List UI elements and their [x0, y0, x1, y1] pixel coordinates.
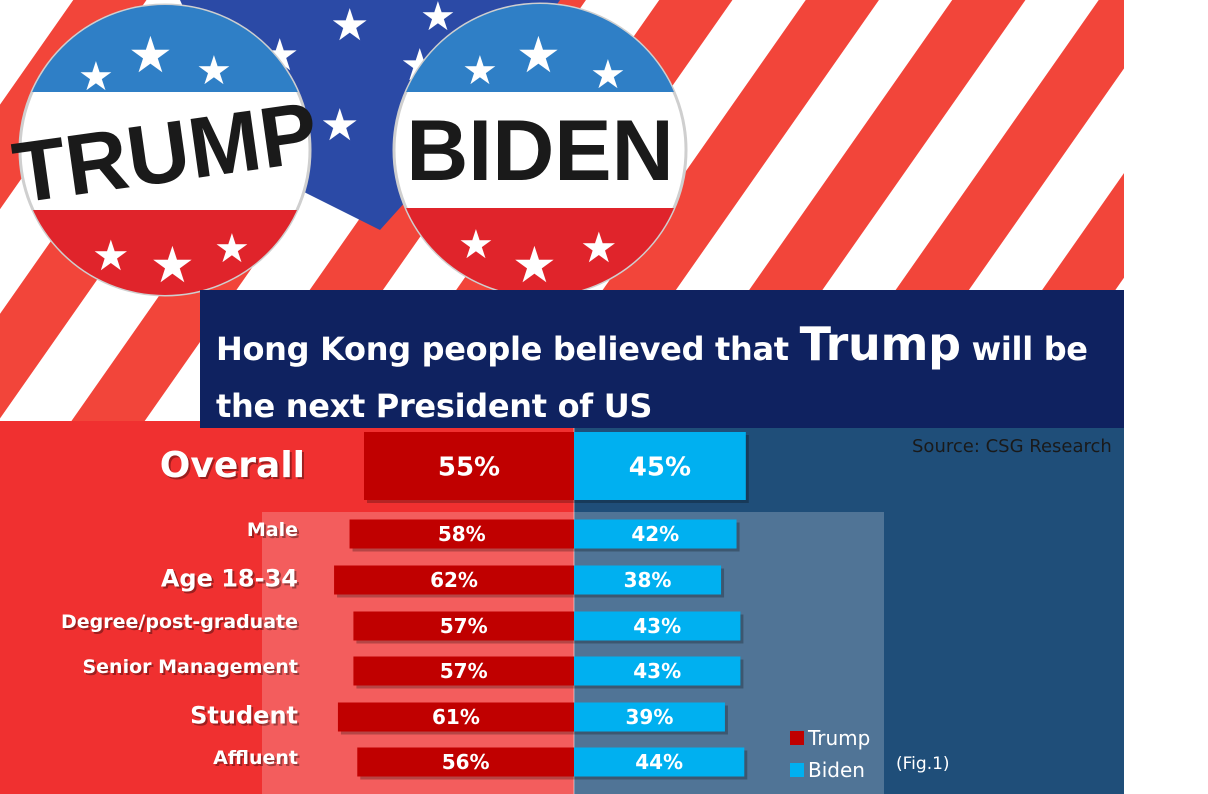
category-label-shadow: Overall — [162, 447, 307, 488]
data-label-trump-senior-management: 57% — [440, 659, 488, 683]
category-label-degree-post-graduate: Degree/post-graduate — [61, 611, 298, 633]
legend-item-trump: Trump — [790, 726, 870, 750]
bar-trump-affluent — [357, 747, 574, 777]
bar-biden-affluent — [574, 747, 745, 777]
svg-text:★: ★ — [512, 236, 557, 294]
source-note: Source: CSG Research — [912, 436, 1112, 457]
category-label-shadow: Senior Management — [84, 658, 300, 680]
svg-text:★: ★ — [458, 222, 494, 268]
bar-biden-overall — [574, 432, 746, 500]
biden-button-badge: ★ ★ ★ ★ ★ ★ BIDEN — [392, 2, 688, 298]
headline: Hong Kong people believed that Trump wil… — [200, 290, 1124, 428]
svg-text:★: ★ — [128, 26, 173, 84]
bar-biden-age-18-34 — [574, 565, 722, 595]
data-label-trump-age-18-34: 62% — [430, 568, 478, 592]
svg-text:★: ★ — [92, 231, 130, 280]
data-label-trump-affluent: 56% — [442, 750, 490, 774]
breakdown-overlay — [262, 512, 884, 794]
legend-swatch-trump — [790, 730, 804, 745]
figure-label: (Fig.1) — [896, 754, 950, 774]
svg-text:★: ★ — [78, 54, 114, 100]
data-label-trump-male: 58% — [438, 522, 486, 546]
bar-biden-student — [574, 702, 725, 732]
bar-trump-overall — [364, 432, 574, 500]
category-label-shadow: Degree/post-graduate — [63, 613, 300, 635]
category-label-age-18-34: Age 18-34 — [161, 565, 298, 593]
data-label-biden-overall: 45% — [629, 452, 691, 482]
bar-trump-degree-post-graduate — [353, 611, 574, 641]
category-label-affluent: Affluent — [213, 747, 298, 769]
data-label-trump-student: 61% — [432, 705, 480, 729]
category-label-shadow: Male — [249, 521, 300, 543]
legend-item-biden: Biden — [790, 758, 865, 782]
data-label-biden-affluent: 44% — [635, 750, 683, 774]
data-label-trump-degree-post-graduate: 57% — [440, 614, 488, 638]
legend-swatch-biden — [790, 762, 804, 777]
data-label-biden-senior-management: 43% — [633, 659, 681, 683]
data-label-biden-degree-post-graduate: 43% — [633, 614, 681, 638]
svg-text:★: ★ — [150, 236, 195, 294]
bar-trump-student — [337, 702, 574, 732]
svg-text:★: ★ — [214, 226, 250, 272]
svg-text:★: ★ — [462, 48, 498, 94]
bar-trump-male — [349, 519, 574, 549]
headline-emphasis: Trump — [799, 317, 961, 371]
category-label-shadow: Affluent — [215, 749, 300, 771]
legend-label-trump: Trump — [808, 726, 871, 750]
data-label-trump-overall: 55% — [438, 452, 500, 482]
banner-photo: ★ ★ ★ ★ ★ ★ ★ ★ ★ ★ ★ TRUMP — [0, 0, 1124, 421]
category-label-shadow: Student — [192, 704, 300, 732]
data-label-biden-male: 42% — [631, 522, 679, 546]
category-label-student: Student — [190, 702, 298, 730]
svg-text:★: ★ — [516, 26, 561, 84]
headline-text-2: will be the next President of US — [216, 330, 1088, 425]
svg-text:★: ★ — [590, 52, 626, 98]
category-label-male: Male — [247, 519, 298, 541]
svg-text:★: ★ — [320, 100, 359, 151]
category-label-overall: Overall — [160, 445, 305, 486]
svg-text:★: ★ — [580, 223, 618, 272]
bar-trump-senior-management — [353, 656, 574, 686]
svg-text:★: ★ — [330, 0, 369, 51]
category-label-shadow: Age 18-34 — [163, 567, 300, 595]
data-label-biden-age-18-34: 38% — [624, 568, 672, 592]
category-label-senior-management: Senior Management — [82, 656, 298, 678]
data-label-biden-student: 39% — [626, 705, 674, 729]
trump-button-badge: ★ ★ ★ ★ ★ ★ TRUMP — [7, 3, 323, 297]
trump-button-stars: ★ ★ ★ ★ ★ ★ — [78, 26, 250, 294]
biden-button-text: BIDEN — [406, 103, 674, 199]
svg-text:★: ★ — [196, 48, 232, 94]
biden-button-stars: ★ ★ ★ ★ ★ ★ — [458, 26, 626, 294]
legend-label-biden: Biden — [808, 758, 865, 782]
headline-text-1: Hong Kong people believed that — [216, 330, 800, 368]
bar-biden-male — [574, 519, 737, 549]
bar-trump-age-18-34 — [334, 565, 574, 595]
bar-biden-degree-post-graduate — [574, 611, 741, 641]
bar-biden-senior-management — [574, 656, 741, 686]
